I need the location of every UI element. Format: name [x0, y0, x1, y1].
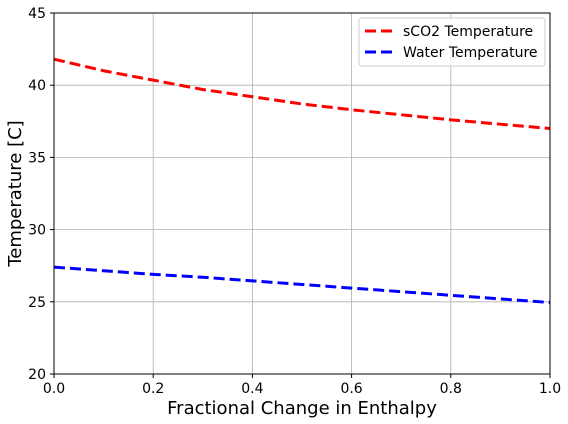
y-tick-label: 20: [28, 367, 46, 383]
series-line-0: [53, 57, 551, 131]
x-tick-label: 0.2: [142, 381, 164, 397]
y-tick-label: 25: [28, 295, 46, 311]
series-line-1: [53, 265, 551, 305]
x-axis-ticks: 0.0 0.2 0.4 0.6 0.8 1.0: [43, 374, 561, 397]
grid-lines: [53, 12, 551, 375]
legend-box: [358, 17, 546, 67]
y-axis-ticks: 20 25 30 35 40 45: [28, 6, 54, 383]
legend: sCO2 Temperature Water Temperature: [358, 17, 546, 67]
x-tick-label: 1.0: [539, 381, 561, 397]
x-tick-label: 0.0: [43, 381, 65, 397]
legend-label-scco2: sCO2 Temperature: [403, 24, 533, 40]
x-tick-label: 0.4: [241, 381, 263, 397]
x-axis-label: Fractional Change in Enthalpy: [167, 398, 437, 419]
series-lines: [53, 57, 551, 305]
plot-area-frame: [53, 12, 551, 375]
y-tick-label: 45: [28, 6, 46, 22]
y-axis-label: Temperature [C]: [5, 120, 26, 267]
y-tick-label: 35: [28, 150, 46, 166]
y-tick-label: 30: [28, 223, 46, 239]
legend-label-water: Water Temperature: [403, 45, 538, 61]
x-tick-label: 0.6: [340, 381, 362, 397]
x-tick-label: 0.8: [440, 381, 462, 397]
y-tick-label: 40: [28, 78, 46, 94]
